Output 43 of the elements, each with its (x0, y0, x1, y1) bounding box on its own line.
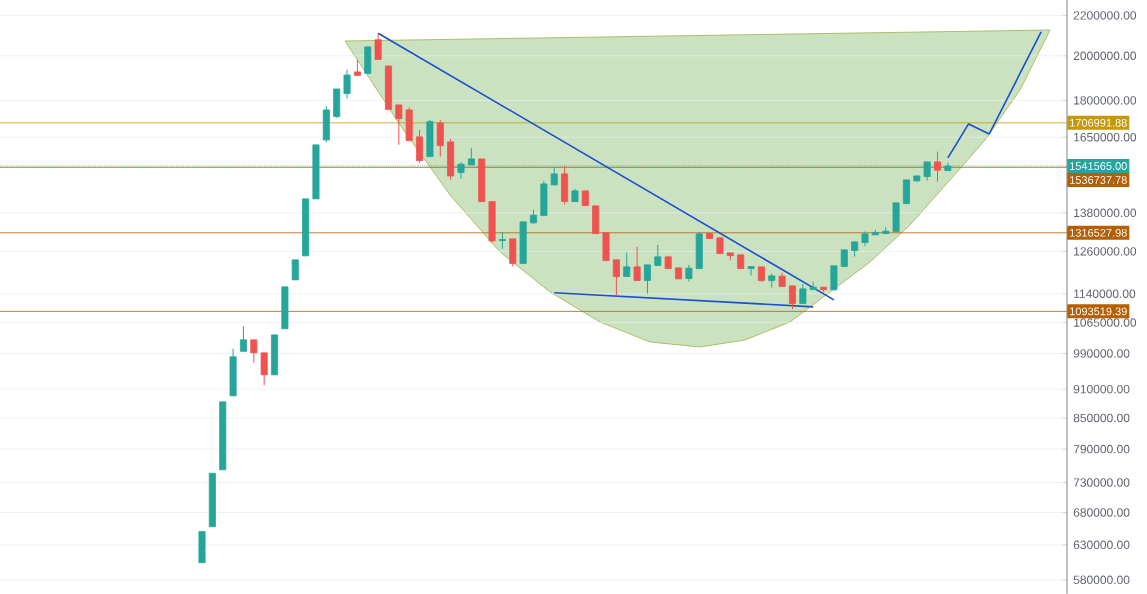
candlestick (643, 264, 651, 295)
ref-line-label: 1706991.88 (1070, 118, 1127, 127)
candlestick (934, 151, 942, 183)
y-tick-label: 2000000.00 (1073, 51, 1137, 61)
candlestick (374, 32, 382, 60)
candlestick (788, 285, 796, 310)
y-tick-label: 990000.00 (1073, 349, 1130, 358)
candlestick (260, 352, 268, 386)
y-tick-label: 680000.00 (1073, 508, 1130, 517)
y-tick-label: 730000.00 (1073, 478, 1130, 487)
candlestick (550, 166, 558, 187)
ref-line-label: 1316527.98 (1070, 228, 1127, 237)
y-tick-label: 2200000.00 (1073, 11, 1137, 20)
candlestick (436, 119, 444, 158)
candlestick (343, 69, 351, 99)
candlestick (633, 246, 641, 282)
y-tick-label: 790000.00 (1073, 444, 1130, 454)
y-tick-label: 580000.00 (1073, 575, 1130, 585)
candlestick (395, 104, 403, 146)
y-tick-label: 1260000.00 (1074, 247, 1137, 256)
candlestick (612, 259, 620, 297)
candlestick (830, 265, 838, 291)
y-tick-label: 1800000.00 (1074, 96, 1137, 105)
line-series (947, 31, 1042, 159)
candlestick (747, 266, 755, 277)
candlestick (799, 283, 807, 305)
candlestick (291, 259, 299, 281)
ref-line-label: 1541565.00 (1070, 162, 1127, 170)
candlestick (250, 339, 258, 364)
y-tick-label: 630000.00 (1073, 540, 1130, 550)
y-tick-label: 1650000.00 (1074, 132, 1137, 142)
candlestick (654, 244, 662, 267)
candlestick (623, 252, 631, 278)
ref-line-label: 1093519.39 (1070, 307, 1127, 316)
y-tick-label: 1380000.00 (1074, 208, 1137, 218)
candlestick (902, 179, 910, 205)
ref-line-label: 1536737.78 (1070, 176, 1127, 184)
y-tick-label: 910000.00 (1073, 384, 1130, 394)
candlestick (239, 325, 247, 352)
y-tick-label: 850000.00 (1073, 413, 1130, 423)
y-tick-label: 1065000.00 (1074, 318, 1137, 327)
candlestick (416, 129, 424, 164)
y-tick-label: 1140000.00 (1074, 289, 1136, 298)
